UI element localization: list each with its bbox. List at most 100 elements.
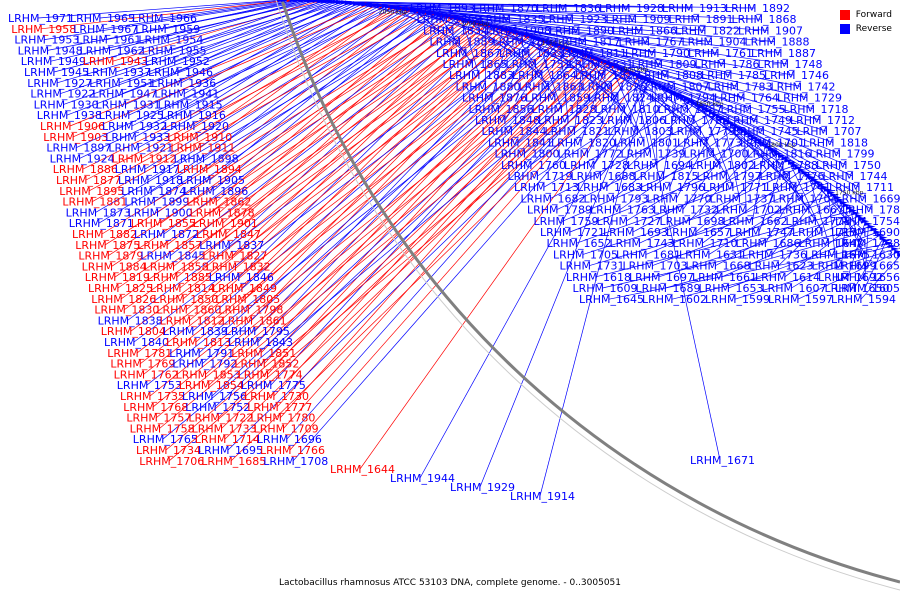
leader-line — [576, 164, 796, 244]
leader-line — [365, 3, 454, 31]
gene-label: LRHM_1810 — [595, 103, 660, 116]
leader-line — [108, 20, 473, 256]
reverse-gene-mark — [747, 133, 756, 138]
gene-label: LRHM_1828 — [532, 103, 597, 116]
gene-label: LRHM_1669 — [836, 192, 900, 205]
gene-label: LRHM_1879 — [78, 250, 143, 263]
reverse-gene-mark — [381, 4, 390, 9]
gene-label: LRHM_1688 — [571, 170, 636, 183]
gene-label: LRHM_1602 — [642, 293, 707, 306]
reverse-gene-mark — [830, 192, 839, 197]
gene-label: LRHM_1695 — [198, 444, 263, 457]
reverse-gene-mark — [687, 99, 696, 104]
gene-label: LRHM_1952 — [145, 55, 210, 68]
leader-line — [176, 25, 492, 278]
reverse-gene-mark — [870, 227, 879, 232]
gene-label: LRHM_1965 — [70, 12, 135, 25]
gene-label: LRHM_1918 — [118, 174, 183, 187]
gene-label: LRHM_1864 — [512, 69, 577, 82]
legend-label-forward: Forward — [855, 10, 892, 20]
gene-label: LRHM_1826 — [91, 293, 156, 306]
leader-line — [211, 52, 584, 397]
leader-line — [143, 46, 565, 375]
gene-label: LRHM_1735 — [120, 390, 185, 403]
gene-label: LRHM_1878 — [190, 206, 255, 219]
leader-line — [89, 10, 421, 192]
leader-line — [734, 248, 896, 300]
leader-line — [695, 155, 783, 233]
gene-label: LRHM_1893 — [410, 2, 475, 15]
gene-label: LRHM_1954 — [138, 34, 203, 47]
leader-line — [221, 62, 608, 429]
legend-item-forward: Forward — [839, 8, 892, 22]
reverse-gene-mark — [401, 6, 410, 11]
gene-label: LRHM_1702 — [716, 204, 781, 217]
reverse-gene-mark — [784, 158, 793, 163]
leader-line — [76, 5, 387, 148]
gene-label: LRHM_1944 — [390, 472, 455, 485]
forward-swatch — [839, 10, 850, 20]
reverse-gene-mark — [365, 2, 374, 7]
gene-label: LRHM_1862 — [186, 196, 251, 209]
leader-line — [598, 58, 827, 132]
leader-line — [728, 231, 878, 289]
leader-line — [613, 64, 708, 143]
leader-line — [569, 150, 776, 233]
gene-label: LRHM_1714 — [195, 433, 260, 446]
leader-line — [63, 2, 352, 105]
gene-label: LRHM_1605 — [835, 282, 900, 295]
gene-label: LRHM_1705 — [553, 248, 618, 261]
reverse-gene-mark — [839, 200, 848, 205]
leader-line — [687, 98, 853, 177]
leader-line — [50, 0, 317, 62]
gene-label: LRHM_1876 — [462, 92, 527, 105]
gene-label: LRHM_1713 — [514, 181, 579, 194]
gene-label: LRHM_1776 — [760, 170, 825, 183]
leader-line — [244, 30, 512, 300]
leader-line — [521, 32, 682, 98]
leader-line — [589, 194, 835, 266]
leader-line — [267, 48, 570, 375]
leader-line — [556, 124, 735, 210]
leader-line — [563, 137, 756, 222]
gene-label: LRHM_1925 — [99, 109, 164, 122]
gene-label: LRHM_1843 — [228, 336, 293, 349]
reverse-gene-mark — [737, 127, 746, 132]
gene-label: LRHM_1790 — [625, 47, 690, 60]
gene-label: LRHM_1874 — [121, 185, 186, 198]
reverse-gene-mark — [833, 195, 842, 200]
reverse-gene-mark — [332, 0, 341, 4]
leader-line — [682, 129, 742, 210]
leader-line — [563, 46, 632, 121]
gene-label: LRHM_1754 — [835, 215, 900, 228]
leader-line — [254, 37, 537, 332]
gene-label: LRHM_1703 — [623, 260, 688, 273]
gene-label: LRHM_1644 — [330, 463, 395, 476]
leader-line — [441, 14, 536, 65]
leader-line — [103, 0, 294, 30]
leader-line — [701, 106, 734, 188]
leader-line — [654, 82, 658, 165]
leader-line — [218, 59, 600, 418]
gene-label: LRHM_1757 — [126, 412, 191, 425]
leader-line — [517, 60, 603, 143]
leader-line — [41, 0, 291, 30]
leader-line — [574, 53, 584, 132]
gene-label: LRHM_1721 — [540, 226, 605, 239]
leader-line — [359, 75, 640, 470]
reverse-gene-mark — [701, 106, 710, 111]
gene-label: LRHM_1858 — [144, 260, 209, 273]
reverse-gene-mark — [385, 4, 394, 9]
leader-line — [797, 251, 899, 300]
leader-line — [389, 6, 460, 42]
gene-label: LRHM_1872 — [134, 228, 199, 241]
reverse-gene-mark — [723, 118, 732, 123]
reverse-gene-mark — [691, 100, 700, 105]
gene-label: LRHM_1882 — [72, 228, 137, 241]
gene-label: LRHM_1917 — [115, 163, 180, 176]
reverse-gene-mark — [778, 153, 787, 158]
scale-ticks: 2050 kbp 2000 kbp 1950 kbp 1900 kbp 1850 kbp… — [379, 9, 900, 250]
reverse-gene-mark — [888, 244, 897, 249]
gene-label: LRHM_1865 — [443, 58, 508, 71]
gene-label: LRHM_1861 — [222, 314, 287, 327]
